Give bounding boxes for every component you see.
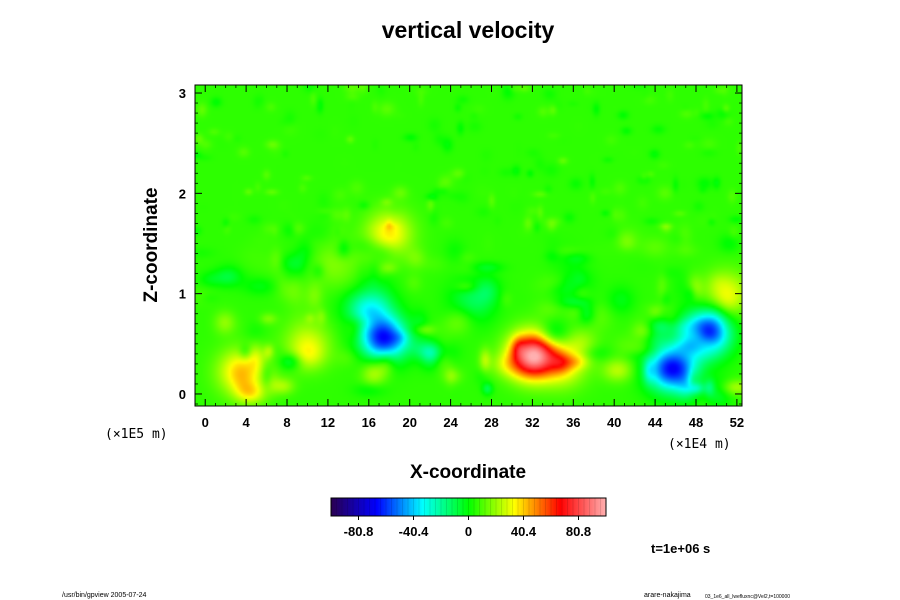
y-tick-label: 1 xyxy=(179,287,186,302)
x-tick-label: 36 xyxy=(566,415,580,430)
footer-left: /usr/bin/gpview 2005-07-24 xyxy=(62,592,147,599)
colorbar: -80.8 -40.4 0 40.4 80.8 xyxy=(330,497,607,539)
x-tick-label: 20 xyxy=(402,415,416,430)
footer-right-main: arare-nakajima xyxy=(644,592,691,599)
x-tick-label: 0 xyxy=(202,415,209,430)
y-tick-label: 3 xyxy=(179,86,186,101)
plot-frame xyxy=(194,84,743,407)
y-axis-label: Z-coordinate xyxy=(141,187,162,302)
x-tick-label: 16 xyxy=(362,415,376,430)
x-tick-label: 52 xyxy=(730,415,744,430)
y-tick-label: 2 xyxy=(179,186,186,201)
x-tick-label: 28 xyxy=(484,415,498,430)
y-scale-note: (×1E5 m) xyxy=(105,427,168,442)
footer-right-sub: 03_1e6_all_lwefluxnc@Vel2,t=100000 xyxy=(705,594,790,600)
y-tick-label: 0 xyxy=(179,387,186,402)
x-axis-label: X-coordinate xyxy=(410,462,526,483)
chart-title: vertical velocity xyxy=(382,17,555,43)
colorbar-labels: -80.8 -40.4 0 40.4 80.8 xyxy=(344,516,591,539)
plot-area xyxy=(194,84,743,407)
x-tick-labels: 0 4 8 12 16 20 24 28 32 36 40 44 48 52 xyxy=(202,415,745,430)
x-scale-note: (×1E4 m) xyxy=(668,437,731,452)
colorbar-label: -40.4 xyxy=(399,524,429,539)
colorbar-label: 40.4 xyxy=(511,524,537,539)
x-tick-label: 44 xyxy=(648,415,663,430)
x-tick-label: 24 xyxy=(443,415,458,430)
colorbar-label: -80.8 xyxy=(344,524,374,539)
minor-ticks xyxy=(194,85,742,406)
x-tick-label: 32 xyxy=(525,415,539,430)
y-tick-labels: 0 1 2 3 xyxy=(179,86,186,402)
colorbar-bands xyxy=(336,498,601,516)
x-tick-label: 12 xyxy=(321,415,335,430)
x-tick-label: 40 xyxy=(607,415,621,430)
x-tick-label: 48 xyxy=(689,415,703,430)
colorbar-label: 80.8 xyxy=(566,524,591,539)
colorbar-fill xyxy=(331,498,606,516)
colorbar-label: 0 xyxy=(465,524,472,539)
time-label: t=1e+06 s xyxy=(651,541,710,556)
heatmap-image xyxy=(195,85,742,406)
x-tick-label: 8 xyxy=(283,415,290,430)
x-tick-label: 4 xyxy=(243,415,251,430)
